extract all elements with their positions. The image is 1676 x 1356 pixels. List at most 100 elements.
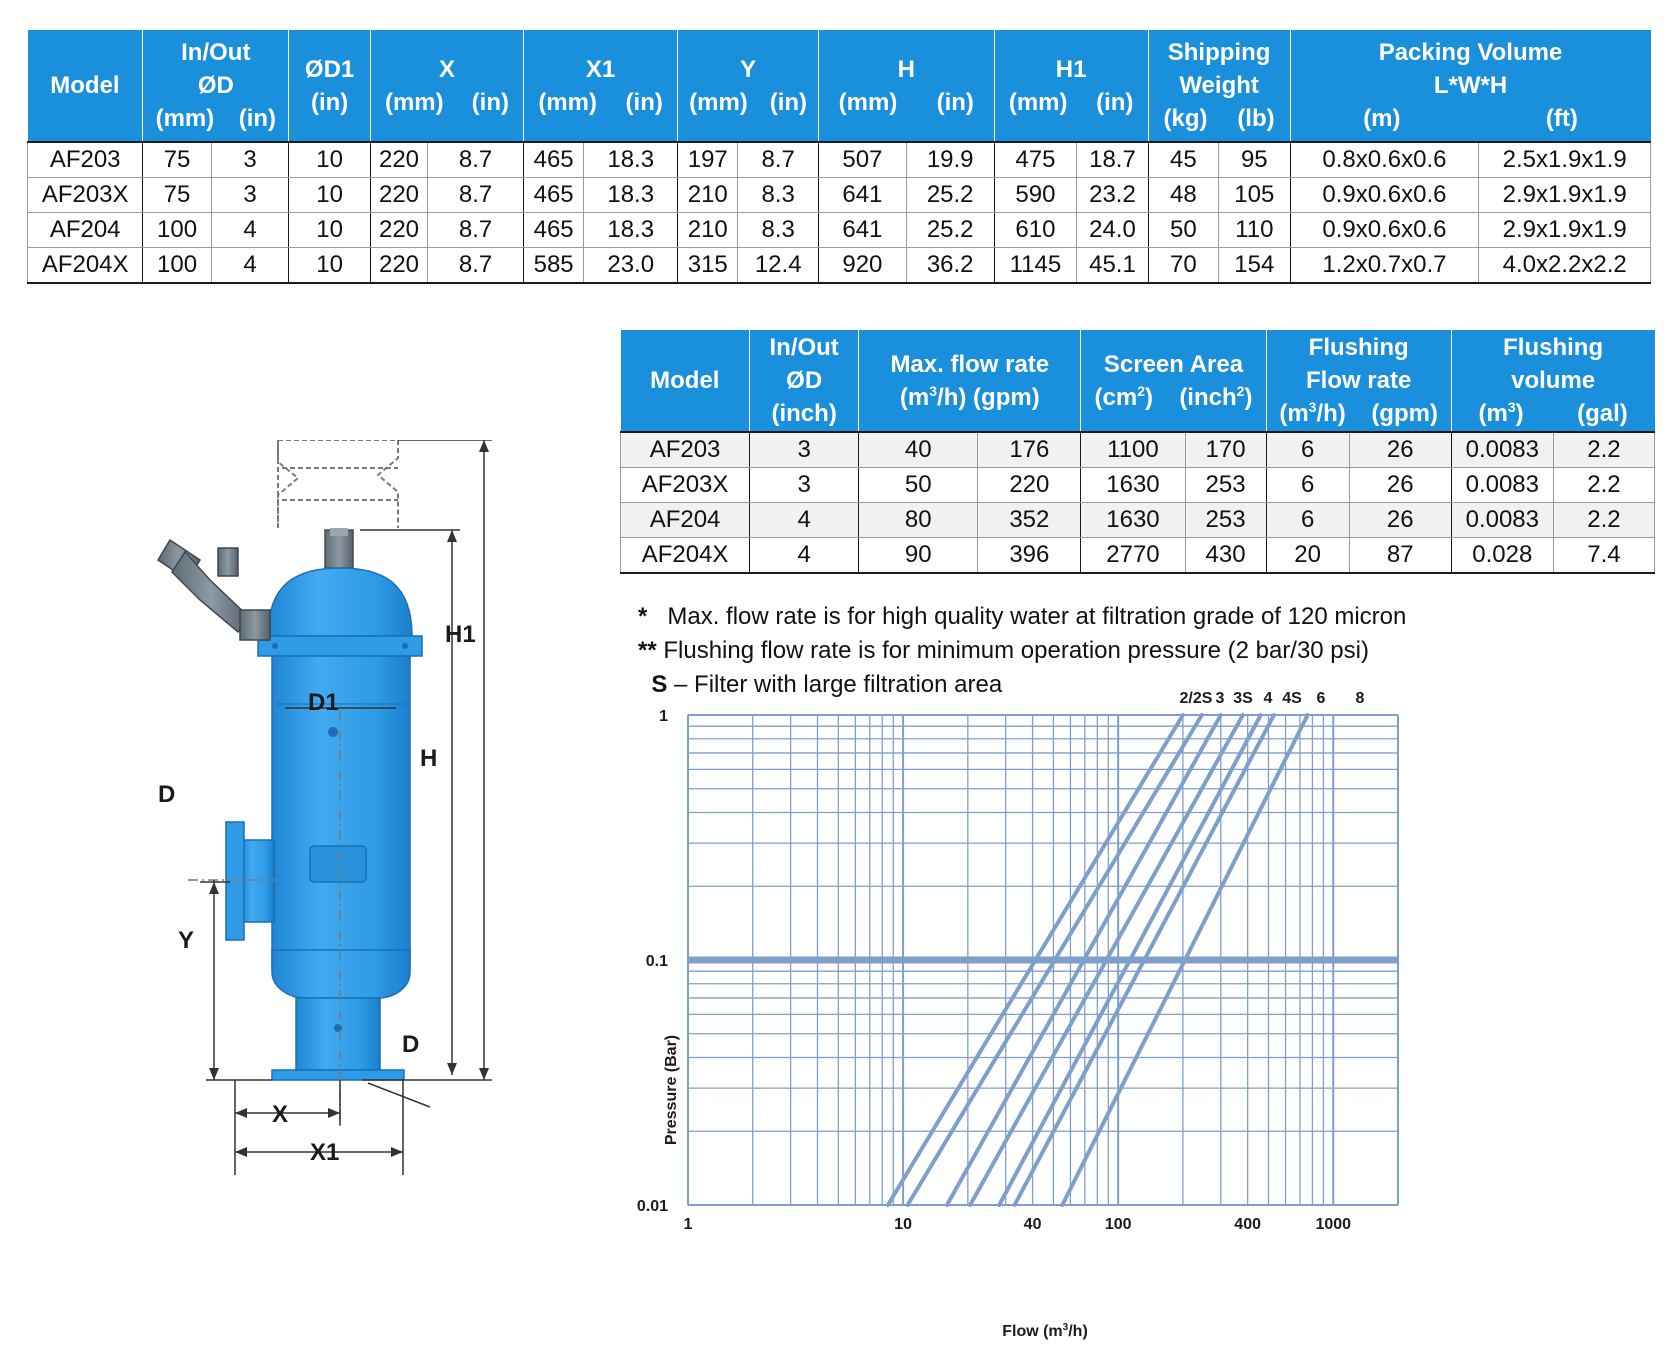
unit-m: (m) — [1363, 105, 1401, 132]
value-cell: 1630 — [1080, 467, 1185, 503]
value-cell: 10 — [288, 177, 371, 213]
model-cell: AF203X — [26, 177, 143, 213]
value-cell: 0.0083 — [1450, 431, 1554, 468]
label-x1: X1 — [310, 1139, 339, 1166]
col-volume: Packing Volume L*W*H (m) (ft) — [1289, 30, 1651, 142]
header-line: Flushing — [1308, 334, 1409, 361]
note-flushing: ** Flushing flow rate is for minimum ope… — [638, 637, 1369, 664]
col-d1: ØD1 (in) — [288, 30, 371, 142]
series-label: 4S — [1282, 690, 1302, 707]
top-flange — [257, 635, 423, 657]
series-label: 3 — [1216, 690, 1225, 707]
notes: * Max. flow rate is for high quality wat… — [638, 600, 1406, 702]
header-line: (inch) — [771, 400, 837, 427]
value-cell: 610 — [993, 212, 1077, 248]
value-cell: 12.4 — [737, 247, 819, 284]
value-cell: 50 — [1147, 212, 1219, 248]
unit-ft: (ft) — [1545, 105, 1578, 132]
value-cell: 19.9 — [905, 141, 995, 178]
value-cell: 110 — [1218, 212, 1291, 248]
value-cell: 50 — [858, 467, 978, 503]
col-h: H (mm) (in) — [818, 30, 995, 142]
col-x1: X1 (mm) (in) — [523, 30, 678, 142]
value-cell: 154 — [1218, 247, 1291, 284]
value-cell: 465 — [523, 141, 584, 178]
value-cell: 4 — [749, 502, 859, 538]
table-row: AF203X 75 3 10 220 8.7 465 18.3 210 8.3 641 25.2 590… — [26, 177, 1651, 213]
value-cell: 3 — [210, 177, 289, 213]
model-cell: AF204 — [26, 212, 143, 248]
value-cell: 6 — [1265, 431, 1350, 468]
col-screen: Screen Area (cm2) (inch2) — [1080, 330, 1267, 432]
value-cell: 465 — [523, 177, 584, 213]
header-line: Screen Area — [1103, 350, 1244, 378]
header-line: Packing Volume — [1378, 39, 1563, 66]
value-cell: 23.0 — [583, 247, 678, 284]
table-row: AF204X 100 4 10 220 8.7 585 23.0 315 12.4 920 36.2 1… — [26, 247, 1651, 284]
series-line-6 — [1012, 713, 1276, 1207]
value-cell: 4 — [749, 537, 859, 574]
dimensions-table: Model In/Out ØD (mm) (in) ØD1 (in) X (mm)… — [26, 30, 1651, 284]
value-cell: 8.7 — [427, 247, 524, 284]
pressure-flow-chart: 1 10 40 100 400 1000 1 0.1 0.01 2/2S 3 3S 4 4S 6 8 Pres… — [637, 690, 1399, 1340]
value-cell: 8.7 — [737, 141, 819, 178]
header-line: volume — [1511, 367, 1596, 394]
value-cell: 4 — [210, 212, 289, 248]
header-line: X1 — [585, 55, 616, 83]
table-row: AF203 75 3 10 220 8.7 465 18.3 197 8.7 507 19.9 475 1… — [26, 141, 1651, 178]
value-cell: 920 — [818, 247, 907, 284]
unit-mm: (mm) — [838, 88, 898, 116]
unit-in: (in) — [625, 88, 663, 116]
col-flush-rate: Flushing Flow rate (m3/h) (gpm) — [1265, 330, 1452, 432]
value-cell: 0.9x0.6x0.6 — [1289, 212, 1479, 248]
unit-kg: (kg) — [1163, 105, 1208, 132]
value-cell: 0.0083 — [1450, 467, 1554, 503]
value-cell: 40 — [858, 431, 978, 468]
table-row: AF204 4 80 352 1630 253 6 26 0.0083 2.2 — [619, 502, 1656, 538]
col-weight: Shipping Weight (kg) (lb) — [1147, 30, 1291, 142]
value-cell: 253 — [1184, 502, 1267, 538]
value-cell: 2.5x1.9x1.9 — [1478, 141, 1651, 178]
value-cell: 18.3 — [583, 212, 678, 248]
value-cell: 507 — [818, 141, 907, 178]
x-tick-label: 40 — [1024, 1216, 1042, 1233]
value-cell: 220 — [369, 247, 428, 284]
value-cell: 220 — [369, 177, 428, 213]
value-cell: 210 — [677, 212, 738, 248]
value-cell: 2.9x1.9x1.9 — [1478, 177, 1651, 213]
header-line: In/Out — [181, 39, 251, 66]
value-cell: 2770 — [1080, 537, 1185, 574]
x-tick-label: 400 — [1234, 1216, 1261, 1233]
value-cell: 8.7 — [427, 177, 524, 213]
y-tick-label: 0.1 — [646, 953, 668, 970]
unit-mm: (mm) — [384, 88, 444, 116]
value-cell: 10 — [288, 212, 371, 248]
header-line: Max. flow rate — [890, 350, 1050, 378]
series-label: 6 — [1317, 690, 1326, 707]
unit-lb: (lb) — [1237, 105, 1275, 132]
value-cell: 197 — [677, 141, 738, 178]
value-cell: 48 — [1147, 177, 1219, 213]
value-cell: 210 — [677, 177, 738, 213]
value-cell: 220 — [369, 141, 428, 178]
value-cell: 105 — [1218, 177, 1291, 213]
value-cell: 80 — [858, 502, 978, 538]
value-cell: 475 — [993, 141, 1077, 178]
inlet-flange — [225, 821, 245, 941]
label-d-bottom: D — [402, 1031, 419, 1058]
value-cell: 220 — [977, 467, 1081, 503]
value-cell: 18.3 — [583, 141, 678, 178]
label-d-top: D — [158, 781, 175, 808]
table-row: AF204X 4 90 396 2770 430 20 87 0.028 7.4 — [619, 537, 1656, 574]
model-cell: AF204X — [619, 537, 750, 574]
value-cell: 95 — [1218, 141, 1291, 178]
value-cell: 2.2 — [1552, 431, 1656, 468]
y-axis-label: Pressure (Bar) — [663, 1035, 680, 1145]
table-row: AF203 3 40 176 1100 170 6 26 0.0083 2.2 — [619, 431, 1656, 468]
series-label: 2/2S — [1180, 690, 1213, 707]
label-x: X — [272, 1101, 288, 1128]
unit-in: (in) — [238, 105, 277, 132]
label-h: H — [420, 745, 437, 772]
value-cell: 24.0 — [1076, 212, 1149, 248]
model-cell: AF204X — [26, 247, 143, 284]
